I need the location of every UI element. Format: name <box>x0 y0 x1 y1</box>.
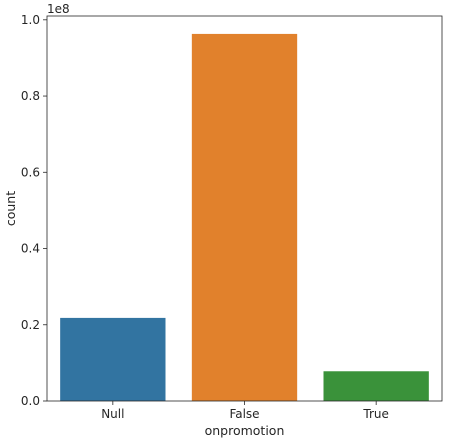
bar-null <box>60 318 165 401</box>
y-tick-label: 0.4 <box>21 242 40 256</box>
y-tick-label: 0.0 <box>21 394 40 408</box>
y-tick-label: 1.0 <box>21 13 40 27</box>
x-tick-label: True <box>362 407 389 421</box>
y-tick-label: 0.2 <box>21 318 40 332</box>
y-tick-label: 0.8 <box>21 89 40 103</box>
x-axis-label: onpromotion <box>205 423 285 438</box>
bar-false <box>192 34 297 401</box>
y-axis-offset-label: 1e8 <box>47 2 70 16</box>
y-axis-ticks: 0.0 0.2 0.4 0.6 0.8 1.0 <box>21 13 47 408</box>
x-tick-label: Null <box>101 407 124 421</box>
bars-group <box>60 34 429 401</box>
y-tick-label: 0.6 <box>21 165 40 179</box>
x-tick-label: False <box>229 407 259 421</box>
x-axis-ticks: Null False True <box>101 401 389 421</box>
bar-true <box>324 371 429 401</box>
y-axis-label: count <box>3 191 18 226</box>
